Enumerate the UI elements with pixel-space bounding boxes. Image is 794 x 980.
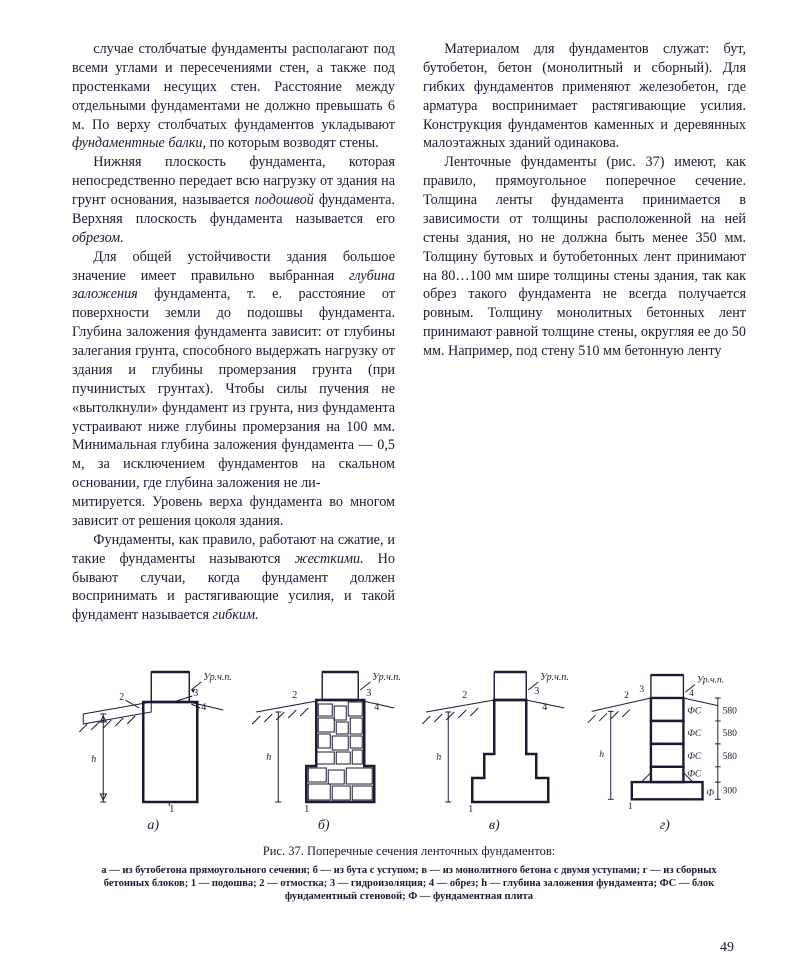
p4: митируется. Уровень верха фундамента во … <box>72 494 395 529</box>
label-1b: 1 <box>304 804 309 815</box>
sublabel-a: а) <box>147 818 159 834</box>
paragraph-7: Ленточные фундаменты (рис. 37) имеют, ка… <box>423 153 746 361</box>
label-h: h <box>91 754 96 765</box>
subfig-g-svg: 580 580 580 300 ФС ФС ФС ФС Ф h Ур <box>584 666 747 816</box>
figure-row: h Ур.ч.п. 2 3 4 1 а) <box>72 664 746 834</box>
figure-caption: Рис. 37. Поперечные сечения ленточных фу… <box>72 844 746 860</box>
dim-580-1: 580 <box>722 705 737 716</box>
paragraph-2: Нижняя плоскость фундамента, которая неп… <box>72 153 395 247</box>
dim-300: 300 <box>722 786 737 797</box>
label-3g: 3 <box>639 684 644 695</box>
label-1v: 1 <box>468 804 473 815</box>
paragraph-5: Фундаменты, как правило, работают на сжа… <box>72 531 395 625</box>
label-4v: 4 <box>542 702 547 713</box>
p1b: по которым возводят стены. <box>206 135 379 151</box>
sublabel-b: б) <box>318 818 330 834</box>
label-4a: 4 <box>201 702 206 713</box>
label-fs3: ФС <box>687 751 702 762</box>
subfig-b: h Ур.ч.п. 2 3 4 1 б) <box>243 666 406 834</box>
label-h-v: h <box>436 752 441 763</box>
subfig-b-svg: h Ур.ч.п. 2 3 4 1 <box>243 666 406 816</box>
subfig-g: 580 580 580 300 ФС ФС ФС ФС Ф h Ур <box>584 666 747 834</box>
label-1g: 1 <box>627 801 632 812</box>
p3b: фундамента, т. е. расстояние от поверхно… <box>72 286 395 491</box>
label-fs4: ФС <box>687 768 702 779</box>
p6: Материалом для фундаментов служат: бут, … <box>423 41 746 151</box>
page: случае столбчатые фундаменты располагают… <box>0 0 794 980</box>
subfig-a-svg: h Ур.ч.п. 2 3 4 1 <box>72 666 235 816</box>
paragraph-3: Для общей устойчивости здания большое зн… <box>72 248 395 493</box>
paragraph-1: случае столбчатые фундаменты располагают… <box>72 40 395 153</box>
label-urchp-a: Ур.ч.п. <box>203 672 232 683</box>
label-urchp-b: Ур.ч.п. <box>372 672 401 683</box>
p2-italic2: обрезом. <box>72 230 124 246</box>
p1a: случае столбчатые фундаменты располагают… <box>72 41 395 133</box>
subfig-v-svg: h Ур.ч.п. 2 3 4 1 <box>413 666 576 816</box>
label-h-b: h <box>266 752 271 763</box>
sublabel-v: в) <box>489 818 500 834</box>
p1-italic: фундаментные балки, <box>72 135 206 151</box>
label-2g: 2 <box>624 690 629 701</box>
label-h-g: h <box>599 749 604 760</box>
label-4g: 4 <box>689 688 694 699</box>
dim-580-3: 580 <box>722 751 737 762</box>
label-fs1: ФС <box>687 705 702 716</box>
label-2v: 2 <box>462 690 467 701</box>
figure-37: h Ур.ч.п. 2 3 4 1 а) <box>72 664 746 903</box>
label-3b: 3 <box>366 688 371 699</box>
label-2b: 2 <box>292 690 297 701</box>
label-1a: 1 <box>169 804 174 815</box>
p5-italic2: гибким. <box>213 607 259 623</box>
label-urchp-v: Ур.ч.п. <box>540 672 569 683</box>
label-4b: 4 <box>374 702 379 713</box>
label-2a: 2 <box>119 692 124 703</box>
p2-italic: подошвой <box>255 192 314 208</box>
label-f: Ф <box>706 787 714 798</box>
label-fs2: ФС <box>687 728 702 739</box>
paragraph-4: митируется. Уровень верха фундамента во … <box>72 493 395 531</box>
p7: Ленточные фундаменты (рис. 37) имеют, ка… <box>423 154 746 359</box>
p5-italic: жесткими. <box>295 551 364 567</box>
sublabel-g: г) <box>660 818 670 834</box>
p3a: Для общей устойчивости здания большое зн… <box>72 249 395 284</box>
subfig-a: h Ур.ч.п. 2 3 4 1 а) <box>72 666 235 834</box>
subfig-v: h Ур.ч.п. 2 3 4 1 в) <box>413 666 576 834</box>
dim-580-2: 580 <box>722 728 737 739</box>
label-urchp-g: Ур.ч.п. <box>696 675 723 686</box>
label-3a: 3 <box>193 688 198 699</box>
body-text-columns: случае столбчатые фундаменты располагают… <box>72 40 746 650</box>
page-number: 49 <box>720 940 734 956</box>
paragraph-6: Материалом для фундаментов служат: бут, … <box>423 40 746 153</box>
label-3v: 3 <box>534 686 539 697</box>
figure-legend: а — из бутобетона прямоугольного сечения… <box>72 864 746 903</box>
